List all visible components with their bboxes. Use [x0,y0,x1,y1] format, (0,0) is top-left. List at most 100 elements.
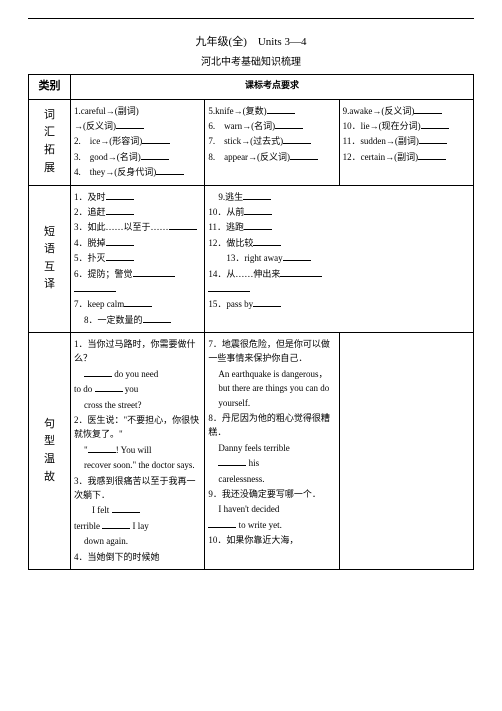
blank[interactable] [283,134,311,144]
txt: 4. they→(反身代词) [74,167,156,177]
txt: 3．我感到很痛苦以至于我再一次躺下． [74,476,196,500]
blank[interactable] [112,503,140,513]
cat-char: 词 [32,107,67,125]
blank[interactable] [102,519,130,529]
blank[interactable] [74,282,116,292]
blank[interactable] [106,251,134,261]
cat-char: 互 [32,259,67,277]
sent-col3: 7．地震很危险，但是你可以做一些事情来保护你自己． An earthquake … [205,333,339,570]
txt: 3．如此……以至于…… [74,222,169,232]
blank[interactable] [253,297,281,307]
cat-char: 短 [32,224,67,242]
txt: 8．丹尼因为他的粗心觉得很糟糕． [208,413,330,437]
blank[interactable] [84,367,112,377]
blank[interactable] [106,236,134,246]
txt: 2．追赶 [74,207,106,217]
txt: down again. [84,536,128,546]
blank[interactable] [267,104,295,114]
blank[interactable] [142,134,170,144]
phrases-col3: 9.逃生 10．从前 11．逃跑 12．做比较 13．right away 14… [205,185,474,333]
blank[interactable] [218,456,246,466]
cat-char: 故 [32,469,67,487]
th-requirement: 课标考点要求 [71,75,474,100]
txt: 8. appear→(反义词) [208,152,290,162]
blank[interactable] [253,236,281,246]
txt: →(反义词) [74,121,116,131]
blank[interactable] [88,443,116,453]
sent-col4 [339,333,473,570]
txt: ! You will [116,445,152,455]
txt: 9．我还没确定要写哪一个． [208,489,321,499]
txt: 8．一定数量的 [84,315,143,325]
blank[interactable] [243,190,271,200]
txt: 2. ice→(形容词) [74,136,142,146]
txt: recover soon." the doctor says. [84,460,195,470]
blank[interactable] [169,220,197,230]
txt: 9.逃生 [218,192,243,202]
blank[interactable] [208,518,236,528]
cat-char: 句 [32,416,67,434]
cat-char: 展 [32,160,67,178]
txt: 9.awake→(反义词) [343,106,415,116]
page-title: 九年级(全) Units 3—4 [28,33,474,49]
txt: 6. warn→(名词) [208,121,275,131]
blank[interactable] [106,190,134,200]
txt: 7．地震很危险，但是你可以做一些事情来保护你自己． [208,339,330,363]
top-rule [28,18,474,19]
txt: I haven't decided [218,504,279,514]
txt: you [125,384,139,394]
blank[interactable] [414,104,442,114]
txt: 5.knife→(复数) [208,106,266,116]
txt: to do [74,384,92,394]
blank[interactable] [283,251,311,261]
blank[interactable] [244,220,272,230]
txt: 7．keep calm [74,299,124,309]
txt: 11．逃跑 [208,222,244,232]
blank[interactable] [133,267,175,277]
txt: 14．从……伸出来 [208,269,280,279]
txt: terrible [74,521,100,531]
cat-char: 语 [32,241,67,259]
blank[interactable] [275,119,303,129]
txt: 11．sudden→(副词) [343,136,419,146]
blank[interactable] [421,119,449,129]
vocab-col2: 1.careful→(副词) →(反义词) 2. ice→(形容词) 3. go… [71,99,205,185]
txt: cross the street? [84,400,141,410]
txt: 6．提防；警觉 [74,269,133,279]
txt: 10．从前 [208,207,244,217]
blank[interactable] [244,205,272,215]
blank[interactable] [143,313,171,323]
blank[interactable] [95,382,123,392]
txt: 1．及时 [74,192,106,202]
main-table: 类别 课标考点要求 词 汇 拓 展 1.careful→(副词) →(反义词) … [28,74,474,570]
cat-char: 汇 [32,124,67,142]
row-vocab: 词 汇 拓 展 1.careful→(副词) →(反义词) 2. ice→(形容… [29,99,474,185]
blank[interactable] [419,134,447,144]
blank[interactable] [280,267,322,277]
blank[interactable] [124,297,152,307]
cat-char: 温 [32,451,67,469]
vocab-col3: 5.knife→(复数) 6. warn→(名词) 7. stick→(过去式)… [205,99,339,185]
blank[interactable] [418,150,446,160]
cat-phrases: 短 语 互 译 [29,185,71,333]
txt: 12．做比较 [208,238,253,248]
vocab-col4: 9.awake→(反义词) 10．lie→(现在分词) 11．sudden→(副… [339,99,473,185]
blank[interactable] [208,282,250,292]
cat-char: 拓 [32,142,67,160]
txt: to write yet. [239,520,282,530]
th-category: 类别 [29,75,71,100]
txt: 3. good→(名词) [74,152,141,162]
txt: 10．lie→(现在分词) [343,121,421,131]
blank[interactable] [141,150,169,160]
cat-vocab: 词 汇 拓 展 [29,99,71,185]
txt: An earthquake is dangerous，but there are… [218,369,329,408]
blank[interactable] [106,205,134,215]
txt: Danny feels terrible [218,443,289,453]
row-phrases: 短 语 互 译 1．及时 2．追赶 3．如此……以至于…… 4．脱掉 5．扑灭 … [29,185,474,333]
blank[interactable] [156,165,184,175]
txt: 4．脱掉 [74,238,106,248]
blank[interactable] [290,150,318,160]
blank[interactable] [116,119,144,129]
txt: 1.careful→(副词) [74,106,139,116]
txt: 10．如果你靠近大海， [208,535,298,545]
